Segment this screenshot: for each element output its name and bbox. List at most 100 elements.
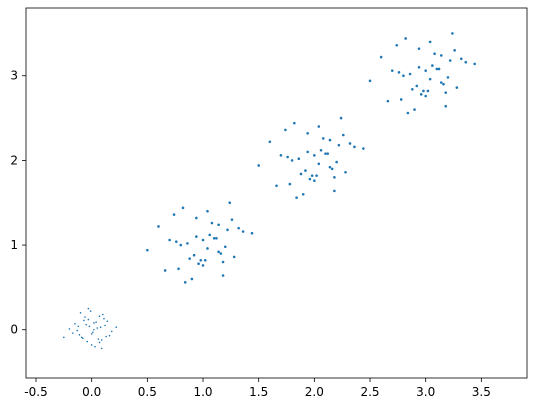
point — [328, 165, 332, 169]
point — [268, 140, 272, 144]
point — [455, 86, 459, 89]
point — [424, 69, 427, 72]
x-tick-label: 3.5 — [472, 385, 491, 399]
point — [76, 329, 79, 332]
point — [103, 317, 105, 320]
point — [444, 104, 448, 108]
point — [408, 72, 412, 76]
point — [257, 164, 260, 167]
point — [428, 40, 432, 44]
point — [313, 179, 316, 183]
point — [306, 132, 309, 135]
point — [319, 148, 323, 152]
point — [444, 91, 448, 94]
point — [333, 176, 336, 179]
point — [402, 74, 405, 78]
point — [85, 323, 87, 326]
y-tick-label: 1 — [10, 238, 18, 252]
point — [379, 55, 383, 59]
point — [92, 331, 94, 334]
point — [295, 196, 298, 199]
point — [433, 52, 436, 56]
point — [446, 76, 450, 79]
x-tick-label: 2.0 — [305, 385, 324, 399]
point — [97, 338, 100, 340]
x-tick-label: 0.0 — [82, 385, 101, 399]
point — [179, 243, 183, 247]
point — [217, 223, 220, 227]
point — [293, 121, 296, 125]
point — [426, 89, 430, 93]
x-tick-label: 1.0 — [193, 385, 212, 399]
point — [342, 133, 345, 137]
point — [79, 312, 82, 314]
point — [324, 152, 327, 155]
point — [201, 238, 205, 242]
point — [362, 147, 365, 150]
point — [93, 328, 95, 331]
point — [399, 98, 403, 101]
point — [344, 170, 347, 174]
point — [206, 209, 209, 213]
point — [221, 274, 225, 277]
x-tick-label: 2.5 — [360, 385, 379, 399]
point — [437, 67, 441, 71]
point — [219, 252, 223, 255]
point — [87, 318, 90, 321]
point — [286, 155, 289, 159]
y-tick-label: 3 — [10, 69, 18, 83]
plot-frame — [25, 7, 528, 379]
point — [473, 62, 476, 66]
point — [215, 236, 218, 240]
point — [212, 236, 216, 240]
point — [105, 335, 107, 338]
point — [177, 267, 180, 271]
point — [232, 255, 236, 259]
point — [315, 174, 318, 177]
point — [115, 326, 117, 328]
point — [422, 89, 425, 93]
point — [386, 99, 390, 103]
point — [335, 160, 338, 164]
point — [203, 259, 207, 262]
point — [192, 253, 196, 257]
point — [181, 206, 185, 210]
y-tick-label: 0 — [10, 323, 18, 337]
point — [88, 325, 91, 328]
point — [81, 337, 84, 340]
point — [226, 228, 229, 232]
point — [90, 344, 93, 346]
x-tick-label: -0.5 — [24, 385, 47, 399]
point — [439, 81, 443, 84]
point — [442, 82, 445, 86]
point — [237, 226, 240, 230]
point — [98, 315, 101, 317]
point — [464, 60, 468, 64]
point — [100, 339, 103, 341]
point — [106, 320, 109, 323]
point — [63, 336, 65, 339]
point — [86, 340, 89, 343]
point — [317, 125, 321, 128]
point — [290, 159, 294, 162]
point — [460, 57, 463, 61]
point — [431, 64, 434, 67]
y-tick-label: 2 — [10, 153, 18, 167]
point — [417, 47, 421, 50]
point — [275, 184, 278, 188]
point — [330, 167, 334, 171]
point — [87, 307, 90, 310]
point — [321, 137, 325, 140]
point — [168, 238, 171, 242]
point — [337, 143, 341, 147]
point — [428, 77, 432, 81]
point — [80, 336, 83, 339]
point — [397, 71, 401, 74]
point — [415, 84, 419, 88]
point — [328, 138, 332, 142]
point — [208, 233, 211, 237]
point — [146, 248, 149, 252]
point — [102, 313, 104, 316]
point — [68, 328, 71, 330]
